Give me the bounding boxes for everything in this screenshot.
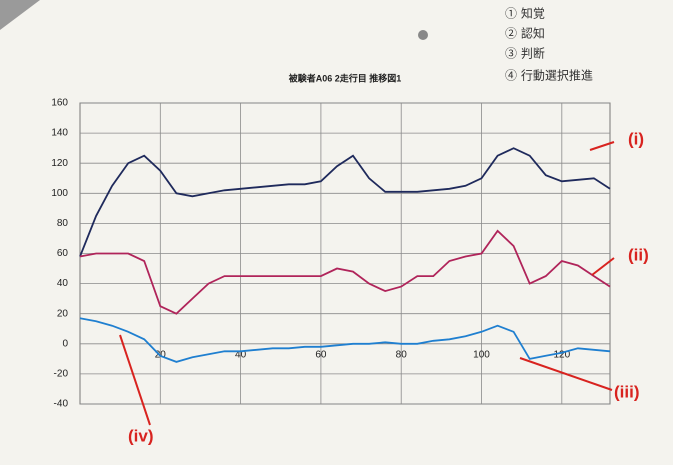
handwritten-note: ② 認知	[505, 26, 545, 41]
chart-title: 被験者A06 2走行目 推移図1	[289, 72, 402, 83]
y-tick-label: 0	[62, 338, 68, 349]
y-tick-label: -40	[54, 399, 69, 410]
scanned-chart: 被験者A06 2走行目 推移図1 -40 -20 0 20 40 60 80 100 120 14…	[0, 0, 673, 465]
x-tick-label: 60	[315, 349, 327, 360]
handwritten-note: ③ 判断	[505, 46, 545, 61]
y-tick-label: 140	[51, 128, 68, 139]
x-tick-label: 100	[473, 349, 490, 360]
y-tick-label: 80	[57, 218, 69, 229]
y-tick-label: 160	[51, 98, 68, 109]
annotation: (iv)	[128, 426, 154, 445]
handwritten-note: ① 知覚	[505, 7, 545, 21]
y-tick-label: 100	[51, 188, 68, 199]
y-tick-label: 60	[57, 248, 69, 259]
x-tick-label: 80	[396, 349, 408, 360]
annotation: (ii)	[628, 245, 649, 264]
annotation: (iii)	[614, 382, 640, 401]
y-tick-label: -20	[54, 369, 69, 380]
y-tick-label: 20	[57, 308, 69, 319]
punch-mark	[418, 30, 428, 40]
annotation: (i)	[628, 129, 644, 148]
y-tick-label: 120	[51, 158, 68, 169]
y-tick-label: 40	[57, 278, 69, 289]
handwritten-note: ④ 行動選択推進	[505, 69, 593, 83]
